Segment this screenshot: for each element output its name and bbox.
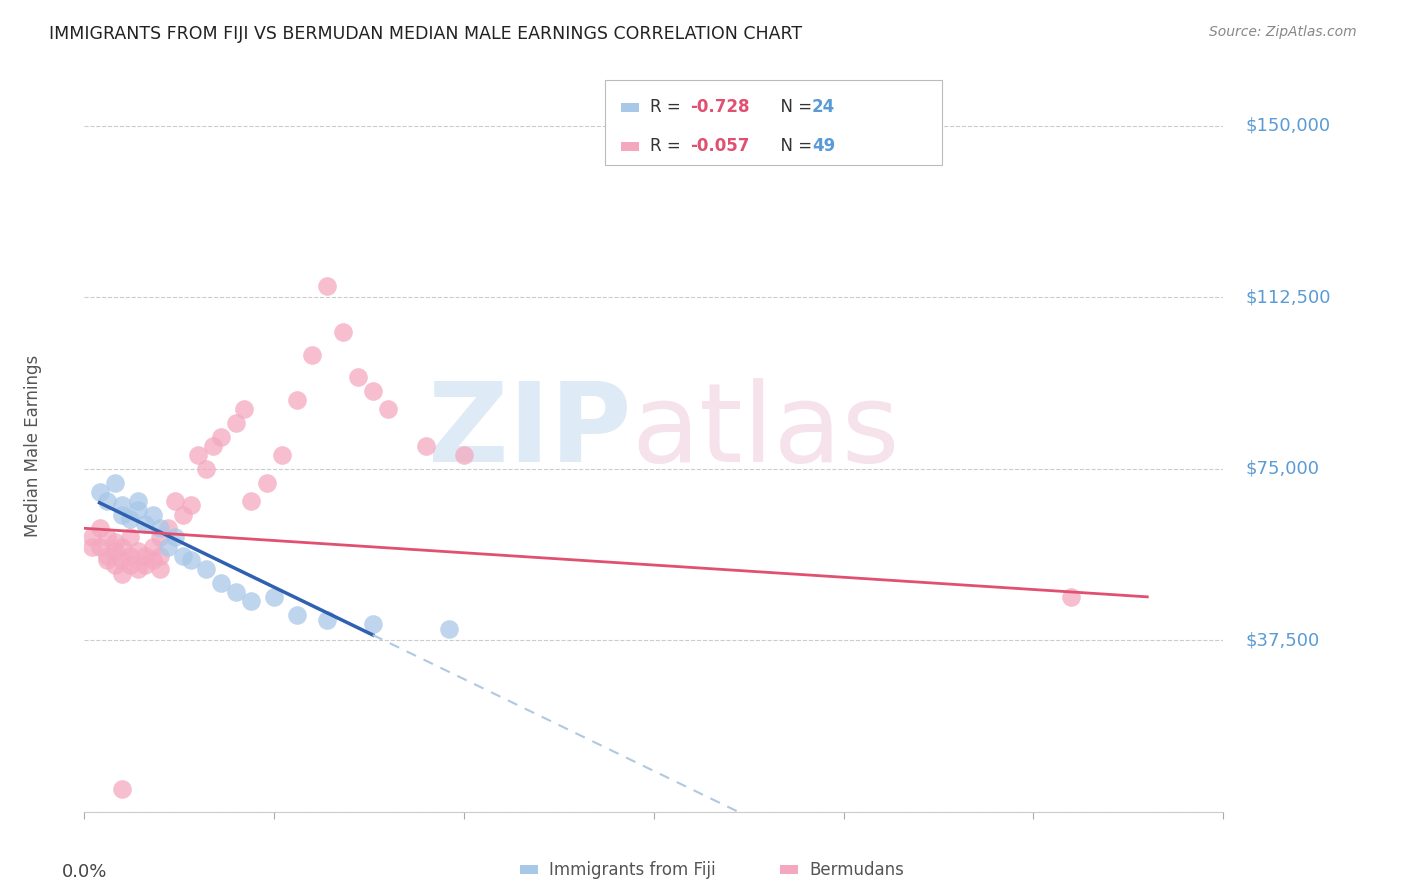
Point (263, 590, 285, 604)
Text: $37,500: $37,500 (1246, 632, 1320, 649)
Point (285, 608, 308, 623)
Point (149, 530, 172, 544)
Point (149, 562, 172, 576)
Text: R =: R = (651, 137, 686, 155)
Point (118, 512, 141, 526)
Point (134, 558, 156, 572)
Point (80, 540, 103, 554)
Text: -0.057: -0.057 (690, 137, 749, 155)
Text: R =: R = (651, 98, 686, 116)
Point (142, 540, 165, 554)
Point (415, 439, 437, 453)
Point (209, 576, 232, 591)
Point (316, 279, 339, 293)
Text: atlas: atlas (631, 378, 900, 485)
Point (377, 402, 399, 417)
Text: $75,000: $75,000 (1246, 460, 1320, 478)
Point (104, 544, 127, 558)
Point (111, 508, 134, 522)
Point (437, 622, 460, 636)
Point (118, 558, 141, 572)
Text: IMMIGRANTS FROM FIJI VS BERMUDAN MEDIAN MALE EARNINGS CORRELATION CHART: IMMIGRANTS FROM FIJI VS BERMUDAN MEDIAN … (49, 25, 803, 43)
Point (89, 521, 111, 535)
Point (1060, 590, 1083, 604)
Point (118, 549, 141, 563)
Point (270, 448, 292, 462)
Point (187, 448, 209, 462)
Point (104, 535, 127, 549)
Point (301, 347, 323, 362)
Point (361, 617, 384, 632)
Point (240, 594, 263, 608)
Point (104, 558, 127, 572)
Point (111, 540, 134, 554)
Point (361, 384, 384, 398)
Text: $150,000: $150,000 (1246, 117, 1331, 135)
Text: 24: 24 (813, 98, 835, 116)
Point (96, 553, 118, 567)
Point (346, 370, 368, 384)
Point (96, 493, 118, 508)
Point (453, 448, 475, 462)
Point (142, 553, 165, 567)
Point (127, 503, 149, 517)
Point (172, 508, 194, 522)
Point (256, 475, 278, 490)
Point (194, 562, 217, 576)
Point (285, 393, 308, 408)
Point (209, 430, 232, 444)
Point (316, 613, 339, 627)
Text: Median Male Earnings: Median Male Earnings (24, 355, 42, 537)
Point (202, 439, 225, 453)
Point (96, 530, 118, 544)
Point (142, 508, 165, 522)
Point (165, 530, 187, 544)
Point (134, 516, 156, 531)
Point (225, 416, 247, 430)
Text: Source: ZipAtlas.com: Source: ZipAtlas.com (1209, 25, 1357, 39)
Point (127, 544, 149, 558)
Point (89, 484, 111, 499)
Point (80, 530, 103, 544)
Point (180, 553, 202, 567)
Text: N =: N = (770, 98, 817, 116)
Text: 0.0%: 0.0% (62, 863, 107, 881)
Point (149, 549, 172, 563)
Point (232, 402, 254, 417)
Point (225, 585, 247, 599)
Text: -0.728: -0.728 (690, 98, 749, 116)
Point (127, 493, 149, 508)
Point (111, 567, 134, 582)
Point (332, 325, 354, 339)
Point (180, 499, 202, 513)
Point (104, 475, 127, 490)
Point (134, 549, 156, 563)
Point (111, 781, 134, 796)
Point (89, 540, 111, 554)
Point (156, 540, 179, 554)
Point (149, 521, 172, 535)
Point (165, 493, 187, 508)
Text: ZIP: ZIP (427, 378, 631, 485)
Text: $112,500: $112,500 (1246, 288, 1331, 307)
Text: Immigrants from Fiji: Immigrants from Fiji (550, 861, 716, 879)
Point (194, 462, 217, 476)
Point (127, 562, 149, 576)
Point (96, 549, 118, 563)
Point (118, 530, 141, 544)
Text: 49: 49 (813, 137, 835, 155)
Text: N =: N = (770, 137, 817, 155)
Point (111, 553, 134, 567)
Point (156, 521, 179, 535)
Point (111, 499, 134, 513)
Point (240, 493, 263, 508)
Point (172, 549, 194, 563)
Text: Bermudans: Bermudans (810, 861, 904, 879)
